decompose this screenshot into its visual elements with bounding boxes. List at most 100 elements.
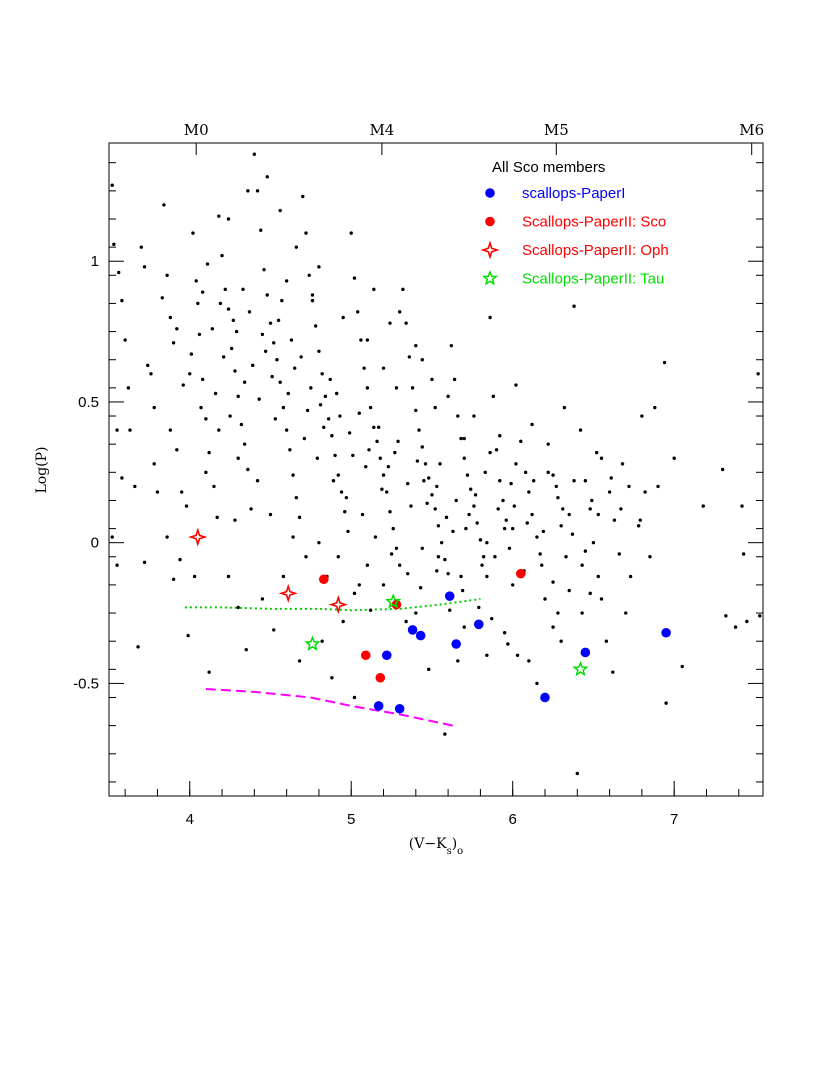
member-point	[310, 293, 315, 297]
member-point	[720, 467, 725, 472]
member-point	[389, 552, 394, 556]
member-point	[293, 366, 297, 370]
member-point	[352, 695, 357, 700]
member-point	[286, 391, 290, 396]
member-point	[365, 386, 370, 390]
member-point	[559, 524, 563, 528]
member-point	[541, 529, 546, 534]
member-point	[365, 338, 370, 342]
member-point	[409, 504, 413, 508]
member-point	[372, 287, 376, 292]
member-point	[310, 298, 315, 303]
member-point	[756, 372, 760, 376]
member-point	[386, 464, 391, 469]
member-point	[360, 512, 365, 517]
member-point	[451, 529, 455, 534]
member-point	[401, 287, 405, 292]
member-point	[459, 574, 463, 579]
legend: All Sco members scallops-PaperI Scallops-P…	[480, 159, 669, 288]
member-point	[511, 583, 515, 587]
member-point	[435, 484, 439, 489]
member-point	[433, 507, 437, 511]
series-point	[394, 703, 405, 714]
member-point	[236, 605, 240, 610]
member-point	[498, 479, 502, 483]
member-point	[280, 298, 284, 303]
series-point	[473, 619, 484, 630]
member-point	[168, 315, 173, 320]
member-point	[648, 555, 652, 559]
member-point	[388, 510, 392, 514]
member-point	[515, 653, 520, 657]
member-point	[640, 414, 644, 418]
member-point	[273, 417, 278, 421]
member-point	[465, 473, 470, 477]
member-point	[414, 343, 418, 348]
member-point	[456, 414, 460, 418]
member-point	[112, 242, 116, 247]
member-point	[334, 391, 339, 396]
member-point	[745, 619, 749, 624]
member-point	[155, 490, 160, 494]
member-point	[620, 462, 625, 466]
member-point	[302, 436, 307, 441]
member-point	[333, 453, 337, 458]
member-point	[485, 540, 489, 545]
member-point	[449, 343, 454, 348]
member-point	[599, 456, 604, 460]
member-point	[472, 504, 476, 508]
series-point	[375, 672, 386, 683]
member-point	[381, 473, 386, 477]
x-tick-label: 6	[509, 811, 517, 828]
member-point	[142, 560, 147, 565]
member-point	[165, 535, 169, 539]
plot-frame	[108, 142, 764, 797]
member-point	[591, 540, 596, 545]
member-point	[617, 552, 621, 556]
member-point	[346, 529, 350, 534]
member-point	[477, 605, 481, 610]
member-point	[373, 535, 378, 539]
member-point	[318, 403, 323, 407]
member-point	[347, 431, 352, 435]
top-axis-ticks	[195, 143, 753, 155]
major-ticks	[109, 260, 763, 796]
series-point	[188, 527, 208, 547]
all-members-points	[110, 152, 762, 776]
series-point	[451, 639, 461, 649]
member-point	[341, 315, 345, 320]
member-point	[309, 386, 313, 390]
member-point	[596, 512, 600, 517]
spectral-type-label: M6	[739, 121, 764, 139]
spectral-type-label: M0	[184, 121, 209, 139]
member-point	[588, 507, 592, 511]
member-point	[152, 462, 156, 466]
x-tick-label: 4	[186, 811, 194, 828]
member-point	[242, 442, 247, 446]
member-point	[375, 439, 379, 444]
member-point	[349, 231, 353, 235]
member-point	[509, 481, 513, 486]
member-point	[624, 611, 628, 615]
member-point	[355, 310, 360, 314]
member-point	[480, 563, 484, 567]
member-point	[464, 526, 468, 531]
member-point	[459, 436, 463, 441]
member-point	[199, 405, 203, 410]
member-point	[288, 448, 292, 452]
member-point	[404, 619, 408, 624]
member-point	[191, 231, 195, 235]
series-point	[661, 627, 671, 638]
x-tick-label: 7	[670, 811, 678, 828]
member-point	[404, 321, 408, 325]
member-point	[410, 386, 415, 390]
member-point	[488, 315, 492, 320]
x-axis-label-sub1: s	[447, 846, 452, 857]
member-point	[554, 484, 559, 489]
member-point	[297, 659, 302, 663]
member-point	[619, 507, 623, 511]
member-point	[116, 270, 121, 275]
series-point	[360, 650, 371, 661]
member-point	[523, 470, 528, 475]
member-point	[301, 194, 305, 199]
